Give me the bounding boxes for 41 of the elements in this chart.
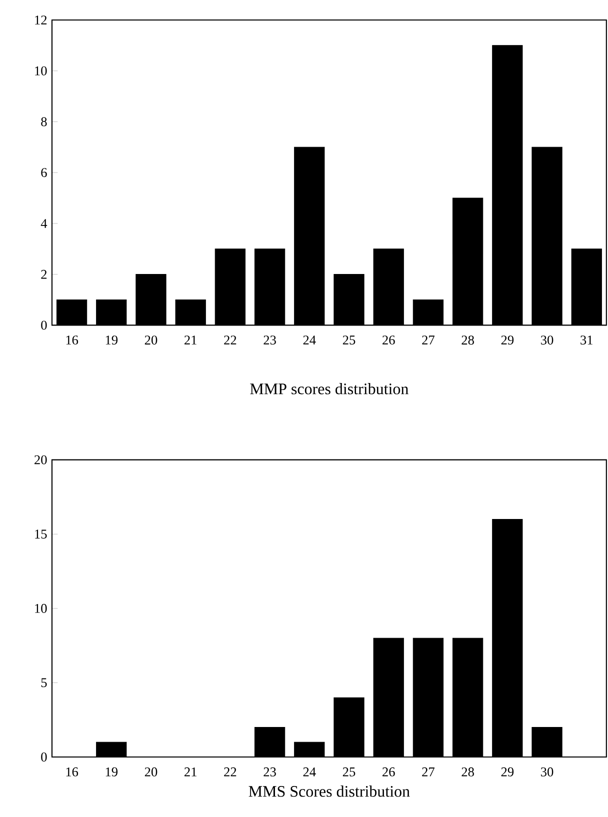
x-tick-label: 23	[264, 767, 276, 776]
x-tick-label: 26	[382, 336, 395, 345]
x-tick-label: 20	[145, 767, 158, 776]
x-tick-label: 31	[580, 336, 593, 345]
y-tick-label: 5	[42, 678, 47, 688]
x-tick-label: 20	[145, 336, 158, 345]
y-tick-label: 6	[41, 168, 48, 178]
y-tick-label: 4	[40, 219, 48, 228]
x-tick-label: 19	[106, 336, 118, 345]
x-tick-label: 28	[462, 767, 474, 776]
x-tick-label: 22	[224, 336, 236, 344]
x-tick-label: 30	[541, 336, 554, 345]
y-tick-label: 0	[41, 752, 47, 762]
x-tick-label: 29	[501, 767, 514, 776]
x-tick-label: 24	[303, 767, 316, 776]
y-tick-label: 20	[34, 455, 47, 464]
x-tick-label: 23	[264, 336, 276, 345]
x-tick-label: 25	[343, 336, 356, 345]
x-tick-label: 25	[343, 767, 356, 776]
x-tick-label: 19	[106, 767, 118, 776]
x-tick-label: 24	[303, 336, 316, 344]
x-axis-title: MMS Scores distribution	[248, 786, 410, 797]
y-tick-label: 10	[35, 66, 47, 76]
x-tick-label: 29	[501, 336, 514, 345]
y-tick-label: 10	[35, 604, 47, 613]
x-tick-label: 22	[224, 767, 236, 776]
x-tick-label: 16	[66, 336, 78, 345]
x-tick-label: 27	[422, 336, 435, 344]
x-tick-label: 21	[184, 767, 197, 776]
x-tick-label: 21	[184, 336, 197, 344]
y-tick-label: 2	[41, 270, 47, 279]
x-tick-label: 16	[66, 767, 78, 776]
x-tick-label: 26	[382, 767, 395, 776]
y-tick-label: 8	[41, 117, 47, 126]
x-tick-label: 28	[462, 336, 474, 345]
y-tick-label: 12	[35, 16, 47, 24]
x-tick-label: 30	[541, 767, 554, 776]
y-tick-label: 15	[35, 530, 47, 539]
x-tick-label: 27	[422, 767, 435, 776]
x-axis-title: MMP scores distribution	[250, 383, 409, 394]
y-tick-label: 0	[41, 320, 47, 330]
